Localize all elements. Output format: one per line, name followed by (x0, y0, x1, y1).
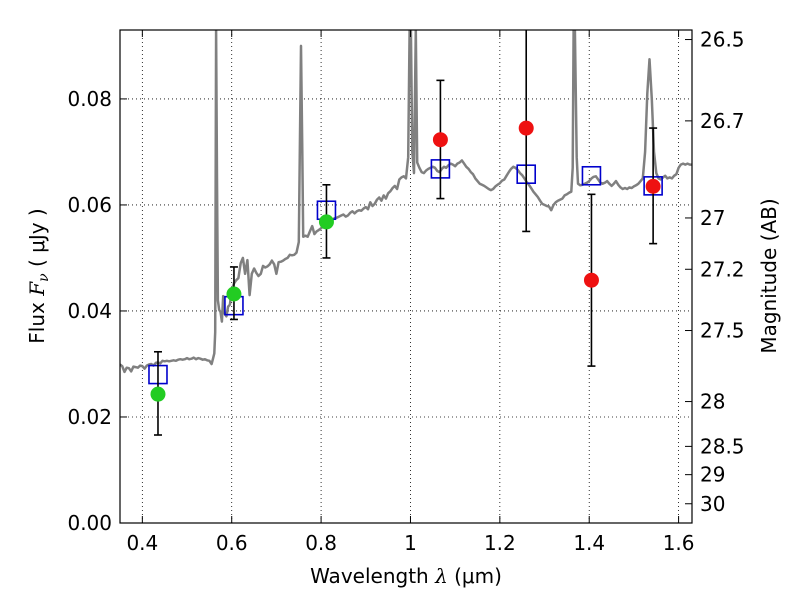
x-tick-label: 0.4 (126, 531, 158, 555)
x-tick-label: 1 (404, 531, 417, 555)
observed-point (318, 214, 334, 230)
ticks: 0.4 0.6 0.8 1 1.2 1.4 1.6 0.00 0.02 0.04 0.06 0.08 2… (67, 28, 744, 555)
grid (120, 30, 692, 524)
observed-point (226, 286, 242, 302)
observed-point (583, 272, 599, 288)
y-tick-label: 0.06 (67, 193, 112, 217)
plot-area (120, 30, 692, 385)
right-tick-label: 27.2 (700, 257, 745, 281)
right-tick-label: 29 (700, 463, 725, 487)
observed-point (432, 132, 448, 148)
y-tick-label: 0.02 (67, 405, 112, 429)
y-tick-label: 0.00 (67, 511, 112, 535)
right-tick-label: 30 (700, 492, 725, 516)
right-tick-label: 26.7 (700, 109, 745, 133)
right-axis-label: Magnitude (AB) (757, 198, 781, 353)
observed-point (150, 386, 166, 402)
y-axis-label: Flux Fν ( μJy ) (25, 208, 52, 343)
observed-point (518, 120, 534, 136)
error-bars (150, 30, 661, 436)
right-tick-label: 27.5 (700, 319, 745, 343)
y-tick-label: 0.04 (67, 299, 112, 323)
x-tick-label: 0.6 (216, 531, 248, 555)
model-square-marker (581, 165, 602, 186)
y-tick-label: 0.08 (67, 87, 112, 111)
right-tick-label: 28.5 (700, 434, 745, 458)
x-axis-label: Wavelength λ (μm) (310, 564, 502, 588)
x-tick-label: 0.8 (305, 531, 337, 555)
x-tick-label: 1.6 (663, 531, 695, 555)
spectrum-line (120, 30, 692, 374)
plot-frame (119, 29, 693, 524)
observed-point (645, 178, 661, 194)
right-tick-label: 28 (700, 390, 725, 414)
x-tick-label: 1.4 (573, 531, 605, 555)
right-tick-label: 26.5 (700, 28, 745, 52)
x-tick-label: 1.2 (484, 531, 516, 555)
right-tick-label: 27 (700, 206, 725, 230)
